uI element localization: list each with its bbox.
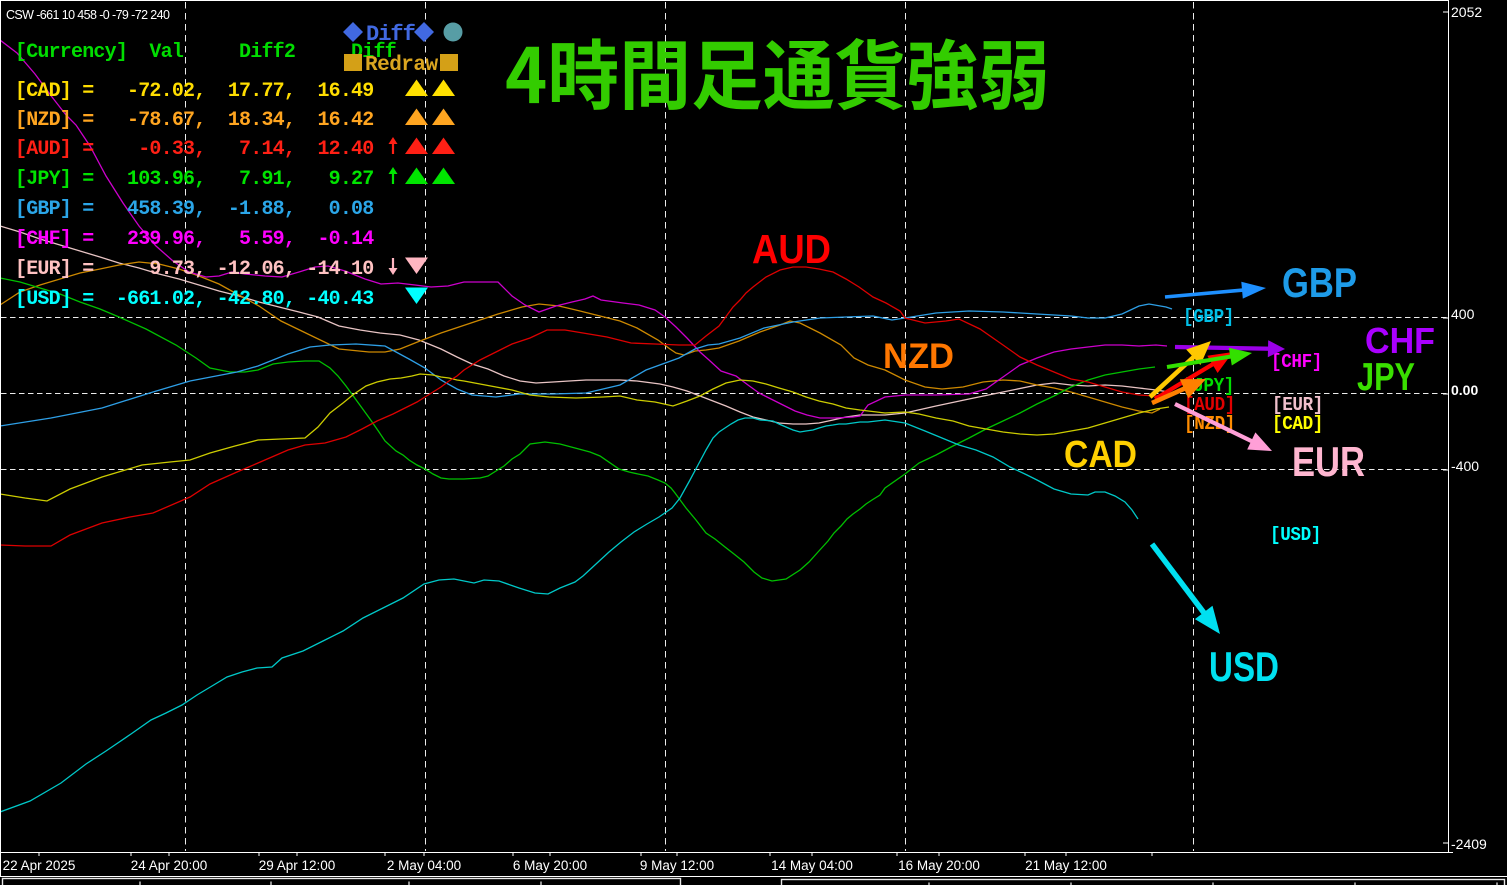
svg-text:29 Apr 12:00: 29 Apr 12:00 bbox=[259, 858, 336, 873]
svg-text:21 May 12:00: 21 May 12:00 bbox=[1025, 858, 1107, 873]
svg-text:[CHF] = 239.96, 5.59, -0.: [CHF] = 239.96, 5.59, -0.14 bbox=[15, 228, 374, 251]
svg-text:AUD: AUD bbox=[752, 226, 831, 272]
svg-text:[Currency] Val Diff2: [Currency] Val Diff2 Diff bbox=[15, 41, 396, 64]
svg-text:[EUR]: [EUR] bbox=[1272, 394, 1323, 416]
svg-text:[NZD] = -78.67, 18.34, 16.: [NZD] = -78.67, 18.34, 16.42 bbox=[15, 109, 373, 132]
svg-text:CAD: CAD bbox=[1064, 434, 1137, 476]
svg-text:[GBP] = 458.39, -1.88, 0.: [GBP] = 458.39, -1.88, 0.08 bbox=[15, 198, 373, 221]
svg-text:CHF: CHF bbox=[1365, 320, 1435, 361]
svg-text:0.00: 0.00 bbox=[1451, 382, 1478, 398]
svg-text:[NZD]: [NZD] bbox=[1184, 413, 1235, 435]
svg-text:9 May 12:00: 9 May 12:00 bbox=[640, 858, 714, 873]
svg-text:Diff: Diff bbox=[366, 22, 416, 47]
svg-text:[USD] = -661.02, -42.80, -40.: [USD] = -661.02, -42.80, -40.43 bbox=[15, 288, 373, 311]
svg-text:CSW -661 10 458 -0 -79 -72 240: CSW -661 10 458 -0 -79 -72 240 bbox=[6, 8, 170, 22]
svg-text:2052: 2052 bbox=[1451, 4, 1482, 20]
svg-text:16 May 20:00: 16 May 20:00 bbox=[898, 858, 980, 873]
svg-text:-2409: -2409 bbox=[1451, 836, 1487, 852]
svg-text:24 Apr 20:00: 24 Apr 20:00 bbox=[131, 858, 208, 873]
svg-text:-400: -400 bbox=[1451, 458, 1479, 474]
svg-text:22 Apr 2025: 22 Apr 2025 bbox=[3, 858, 76, 873]
svg-text:EUR: EUR bbox=[1292, 438, 1365, 485]
svg-text:2 May 04:00: 2 May 04:00 bbox=[387, 858, 461, 873]
svg-text:14 May 04:00: 14 May 04:00 bbox=[771, 858, 853, 873]
svg-text:6 May 20:00: 6 May 20:00 bbox=[513, 858, 587, 873]
svg-text:[JPY] = 103.96, 7.91, 9.: [JPY] = 103.96, 7.91, 9.27 bbox=[15, 168, 373, 191]
svg-text:[EUR] = 9.73, -12.06, -14.: [EUR] = 9.73, -12.06, -14.10 bbox=[15, 258, 373, 281]
svg-text:[CAD] = -72.02, 17.77, 16.: [CAD] = -72.02, 17.77, 16.49 bbox=[15, 80, 373, 103]
svg-text:Redraw: Redraw bbox=[365, 54, 439, 77]
svg-text:JPY: JPY bbox=[1357, 356, 1415, 399]
svg-text:USD: USD bbox=[1209, 643, 1279, 690]
svg-text:[AUD] = -0.33, 7.14, 12.: [AUD] = -0.33, 7.14, 12.40 bbox=[15, 138, 373, 161]
svg-text:GBP: GBP bbox=[1282, 259, 1357, 306]
svg-text:400: 400 bbox=[1451, 306, 1475, 322]
svg-text:NZD: NZD bbox=[883, 337, 954, 376]
svg-text:[CHF]: [CHF] bbox=[1271, 351, 1322, 373]
svg-text:[GBP]: [GBP] bbox=[1183, 306, 1234, 328]
svg-text:[CAD]: [CAD] bbox=[1272, 413, 1323, 435]
svg-text:[USD]: [USD] bbox=[1270, 524, 1321, 546]
svg-text:[AUD]: [AUD] bbox=[1184, 394, 1235, 416]
